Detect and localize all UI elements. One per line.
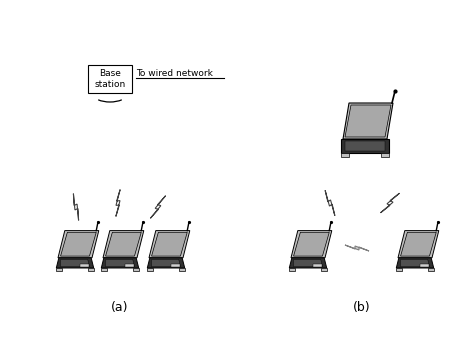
Polygon shape xyxy=(61,260,90,267)
Polygon shape xyxy=(401,260,429,267)
Polygon shape xyxy=(428,268,434,272)
Polygon shape xyxy=(396,268,402,272)
Polygon shape xyxy=(88,65,132,93)
Polygon shape xyxy=(341,139,389,153)
Polygon shape xyxy=(401,232,436,256)
Polygon shape xyxy=(345,141,385,151)
Polygon shape xyxy=(152,232,187,256)
Text: (a): (a) xyxy=(111,301,129,315)
Polygon shape xyxy=(289,258,327,268)
Polygon shape xyxy=(291,231,332,258)
Polygon shape xyxy=(147,258,185,268)
Polygon shape xyxy=(381,153,389,157)
Polygon shape xyxy=(179,268,185,272)
Polygon shape xyxy=(293,260,322,267)
Polygon shape xyxy=(73,193,79,220)
Polygon shape xyxy=(396,258,434,268)
Polygon shape xyxy=(80,264,89,267)
Polygon shape xyxy=(171,264,180,267)
Polygon shape xyxy=(58,231,99,258)
Polygon shape xyxy=(125,264,134,267)
Polygon shape xyxy=(420,264,428,267)
Polygon shape xyxy=(341,153,349,157)
Polygon shape xyxy=(56,258,94,268)
Polygon shape xyxy=(61,232,96,256)
Polygon shape xyxy=(116,190,120,217)
Polygon shape xyxy=(106,232,141,256)
Polygon shape xyxy=(381,193,400,213)
Polygon shape xyxy=(88,268,94,272)
Polygon shape xyxy=(133,268,139,272)
Polygon shape xyxy=(343,103,393,139)
Text: Base
station: Base station xyxy=(94,69,126,89)
Polygon shape xyxy=(321,268,327,272)
Polygon shape xyxy=(293,232,329,256)
Polygon shape xyxy=(106,260,135,267)
Polygon shape xyxy=(101,268,107,272)
Polygon shape xyxy=(103,231,144,258)
Polygon shape xyxy=(345,105,391,137)
Polygon shape xyxy=(147,268,153,272)
Polygon shape xyxy=(101,258,139,268)
Polygon shape xyxy=(152,260,181,267)
Polygon shape xyxy=(313,264,321,267)
Polygon shape xyxy=(149,231,190,258)
Polygon shape xyxy=(345,245,369,251)
Text: To wired network: To wired network xyxy=(136,69,213,77)
Polygon shape xyxy=(56,268,62,272)
Polygon shape xyxy=(325,190,335,216)
Polygon shape xyxy=(398,231,439,258)
Polygon shape xyxy=(289,268,295,272)
Text: (b): (b) xyxy=(353,301,371,315)
Polygon shape xyxy=(150,196,165,218)
